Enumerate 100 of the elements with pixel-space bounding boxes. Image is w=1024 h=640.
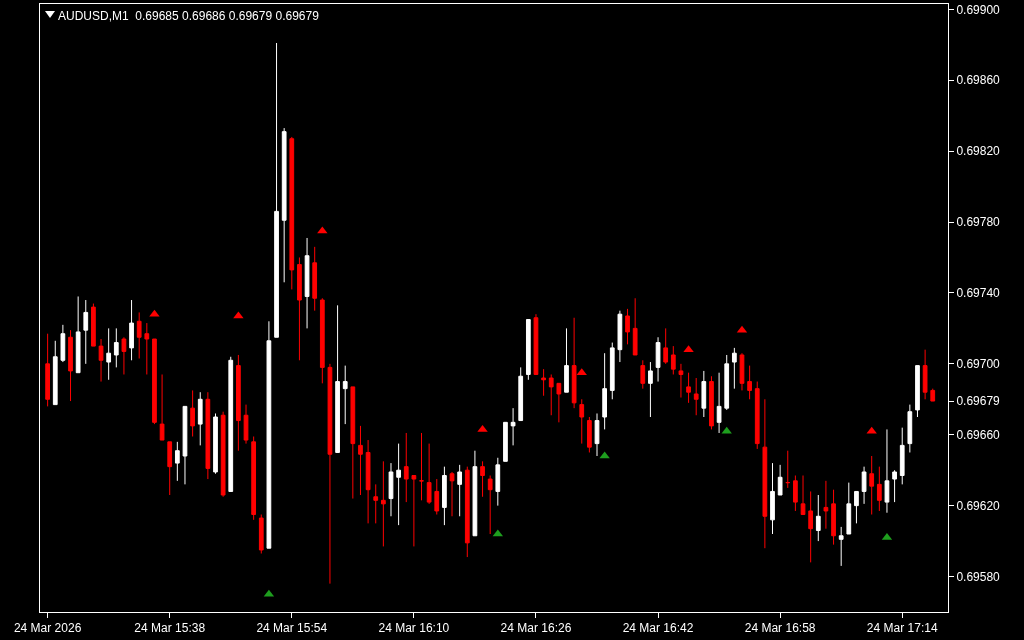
candlestick xyxy=(319,297,325,384)
candlestick xyxy=(91,303,96,347)
candlestick xyxy=(388,462,394,517)
candlestick xyxy=(243,404,249,445)
candlestick xyxy=(373,483,379,524)
y-tick-label: 0.69780 xyxy=(956,215,1001,230)
candlestick xyxy=(182,405,188,485)
candlestick xyxy=(510,407,516,446)
candlestick xyxy=(205,391,211,480)
candlestick xyxy=(625,308,630,345)
text: AUDUSD,M1 0.69685 0.69686 0.69679 0.69679 xyxy=(58,9,320,24)
candlestick xyxy=(75,295,81,374)
candlestick xyxy=(274,42,279,338)
candlestick xyxy=(403,432,409,503)
candlestick xyxy=(785,450,791,489)
x-tick-label: 24 Mar 2026 xyxy=(13,621,82,636)
candlestick xyxy=(846,482,852,535)
candlestick xyxy=(266,320,272,549)
candlestick xyxy=(663,327,669,365)
candlestick xyxy=(495,457,501,507)
y-tick-label: 0.69580 xyxy=(956,569,1001,584)
point xyxy=(477,424,488,432)
candlestick xyxy=(609,342,615,400)
candlestick xyxy=(106,327,112,381)
candlestick xyxy=(930,388,936,402)
candlestick xyxy=(213,412,218,475)
candlestick xyxy=(579,398,585,445)
candlestick xyxy=(548,373,554,416)
candlestick xyxy=(136,311,142,360)
candlestick xyxy=(556,382,562,423)
candlestick xyxy=(281,127,287,283)
candlestick xyxy=(709,375,714,430)
candlestick xyxy=(297,256,302,361)
candlestick xyxy=(892,469,897,503)
y-tick-label: 0.69660 xyxy=(956,427,1001,442)
candlestick xyxy=(335,304,340,453)
candlestick xyxy=(747,365,752,400)
candlestick xyxy=(762,398,768,549)
candlestick xyxy=(731,347,737,390)
candlestick xyxy=(876,466,882,512)
candlestick xyxy=(854,490,859,524)
candlestick xyxy=(472,450,478,537)
candlestick xyxy=(655,336,661,383)
candlestick xyxy=(533,313,539,375)
candlestick xyxy=(922,349,928,400)
candlestick xyxy=(693,377,699,416)
candlestick xyxy=(480,460,485,498)
candlestick xyxy=(808,490,814,563)
candlestick xyxy=(419,432,424,501)
x-tick-label: 24 Mar 17:14 xyxy=(866,621,938,636)
candlestick xyxy=(426,443,432,505)
candlestick xyxy=(304,237,310,329)
y-tick-label: 0.69700 xyxy=(956,357,1001,372)
candlestick xyxy=(167,441,173,496)
candlestick xyxy=(541,368,546,397)
candlestick xyxy=(907,404,913,453)
candlestick xyxy=(670,345,676,375)
candlestick xyxy=(739,352,745,391)
candlestick xyxy=(716,372,722,434)
candlestick xyxy=(831,489,836,546)
candlestick xyxy=(121,336,127,375)
candlestick xyxy=(159,373,165,441)
candlestick xyxy=(678,363,684,399)
candlestick xyxy=(449,471,455,517)
x-tick-label: 24 Mar 16:26 xyxy=(500,621,572,636)
candlestick xyxy=(220,411,226,498)
candlestick xyxy=(251,436,257,521)
y-tick-label: 0.69900 xyxy=(956,2,1001,17)
candlestick xyxy=(411,475,417,547)
candlestick xyxy=(777,464,783,496)
candlestick xyxy=(98,338,104,383)
candlestick xyxy=(327,363,333,585)
candlestick xyxy=(564,327,569,393)
candlestick xyxy=(350,386,356,500)
candlestick xyxy=(380,460,386,547)
candlestick xyxy=(701,370,707,418)
candlestick xyxy=(174,441,180,482)
candlestick xyxy=(83,299,89,365)
candlestick xyxy=(602,352,608,430)
candlestick xyxy=(236,354,241,452)
candlestick xyxy=(45,333,50,407)
candlestick xyxy=(52,340,58,406)
candlestick xyxy=(113,327,119,368)
y-tick-label: 0.69740 xyxy=(956,286,1001,301)
candlestick xyxy=(365,439,371,524)
y-tick-label: 0.69620 xyxy=(956,498,1001,513)
candlestick xyxy=(434,478,440,516)
candlestick xyxy=(358,425,363,496)
candlestick xyxy=(617,310,623,363)
x-tick-label: 24 Mar 15:38 xyxy=(134,621,206,636)
candlestick xyxy=(899,427,905,485)
candlestick xyxy=(632,297,638,356)
candlestick xyxy=(915,365,920,418)
candlestick xyxy=(190,389,195,438)
x-tick-label: 24 Mar 16:42 xyxy=(622,621,694,636)
candlestick xyxy=(152,338,157,425)
candlestick xyxy=(884,428,890,514)
candlestick xyxy=(396,443,401,526)
y-tick-label: 0.69860 xyxy=(956,73,1001,88)
point xyxy=(317,226,328,234)
